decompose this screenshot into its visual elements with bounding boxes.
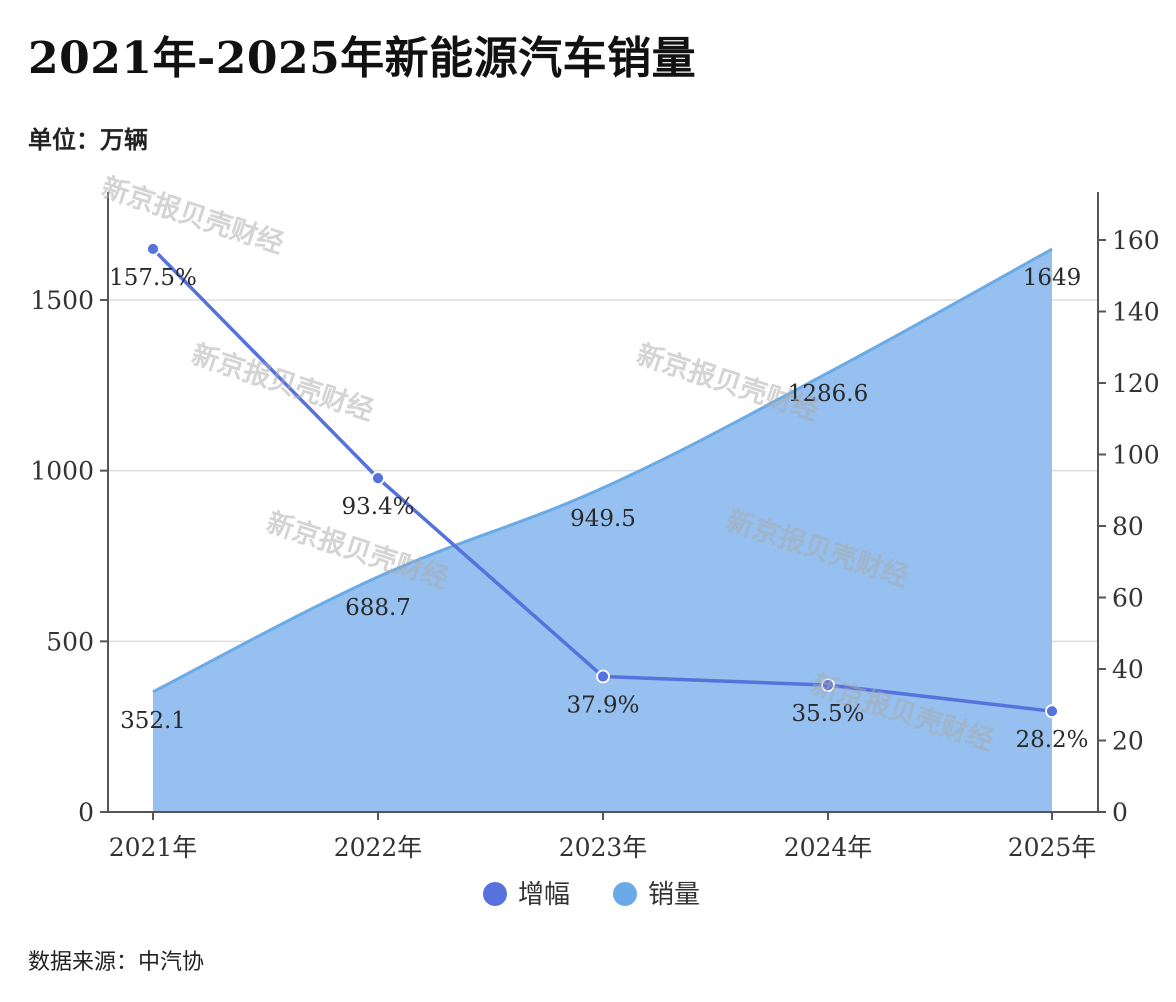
growth-data-label: 93.4% bbox=[341, 494, 414, 520]
y-right-tick-label: 40 bbox=[1112, 655, 1144, 684]
growth-data-label: 28.2% bbox=[1015, 727, 1088, 753]
growth-point bbox=[821, 678, 835, 692]
growth-data-label: 157.5% bbox=[109, 265, 197, 291]
watermark: 新京报贝壳财经 bbox=[188, 338, 378, 427]
x-tick-label: 2024年 bbox=[784, 833, 873, 862]
y-right-tick-label: 100 bbox=[1112, 441, 1160, 470]
legend-label: 销量 bbox=[648, 880, 700, 910]
growth-data-label: 37.9% bbox=[566, 693, 639, 719]
y-right-tick-label: 140 bbox=[1112, 298, 1160, 327]
area-layer bbox=[152, 247, 1053, 812]
growth-point bbox=[371, 471, 385, 485]
unit-label: 单位：万辆 bbox=[28, 125, 148, 154]
y-left-tick-label: 500 bbox=[46, 627, 94, 656]
sales-data-label: 1649 bbox=[1023, 265, 1082, 291]
y-left-tick-label: 1000 bbox=[30, 457, 94, 486]
legend-marker bbox=[483, 882, 507, 906]
sales-data-label: 688.7 bbox=[345, 595, 411, 621]
legend-label: 增幅 bbox=[518, 880, 570, 910]
x-tick-label: 2021年 bbox=[109, 833, 198, 862]
line-layer bbox=[146, 242, 1059, 719]
chart-title: 2021年-2025年新能源汽车销量 bbox=[28, 33, 697, 84]
growth-point bbox=[146, 242, 160, 256]
growth-data-label: 35.5% bbox=[791, 701, 864, 727]
legend-marker bbox=[613, 882, 637, 906]
sales-data-label: 352.1 bbox=[120, 708, 186, 734]
y-left-tick-label: 0 bbox=[78, 798, 94, 827]
label-layer: 352.1 688.7 949.5 1286.6 1649 157.5% 93.4% 37.9… bbox=[109, 265, 1088, 753]
x-tick-label: 2022年 bbox=[334, 833, 423, 862]
x-tick-label: 2025年 bbox=[1008, 833, 1097, 862]
y-right-tick-label: 160 bbox=[1112, 226, 1160, 255]
growth-point bbox=[1045, 704, 1059, 719]
sales-line bbox=[152, 247, 1053, 694]
sales-area bbox=[153, 249, 1052, 812]
sales-data-label: 949.5 bbox=[570, 506, 636, 532]
watermark: 新京报贝壳财经 bbox=[98, 171, 288, 260]
y-right-tick-label: 80 bbox=[1112, 512, 1144, 541]
data-source: 数据来源：中汽协 bbox=[28, 950, 205, 975]
legend-layer: 增幅 销量 bbox=[483, 880, 700, 910]
y-left-tick-label: 1500 bbox=[30, 286, 94, 315]
y-right-tick-label: 120 bbox=[1112, 369, 1160, 398]
y-right-tick-label: 60 bbox=[1112, 584, 1144, 613]
x-tick-label: 2023年 bbox=[559, 833, 648, 862]
growth-point bbox=[596, 669, 610, 684]
sales-data-label: 1286.6 bbox=[788, 381, 868, 407]
axis-layer: 0 500 1000 1500 0 20 40 60 80 100 120 140 160 2021年 20… bbox=[30, 192, 1160, 862]
y-right-tick-label: 20 bbox=[1112, 727, 1144, 756]
y-right-tick-label: 0 bbox=[1112, 798, 1128, 827]
